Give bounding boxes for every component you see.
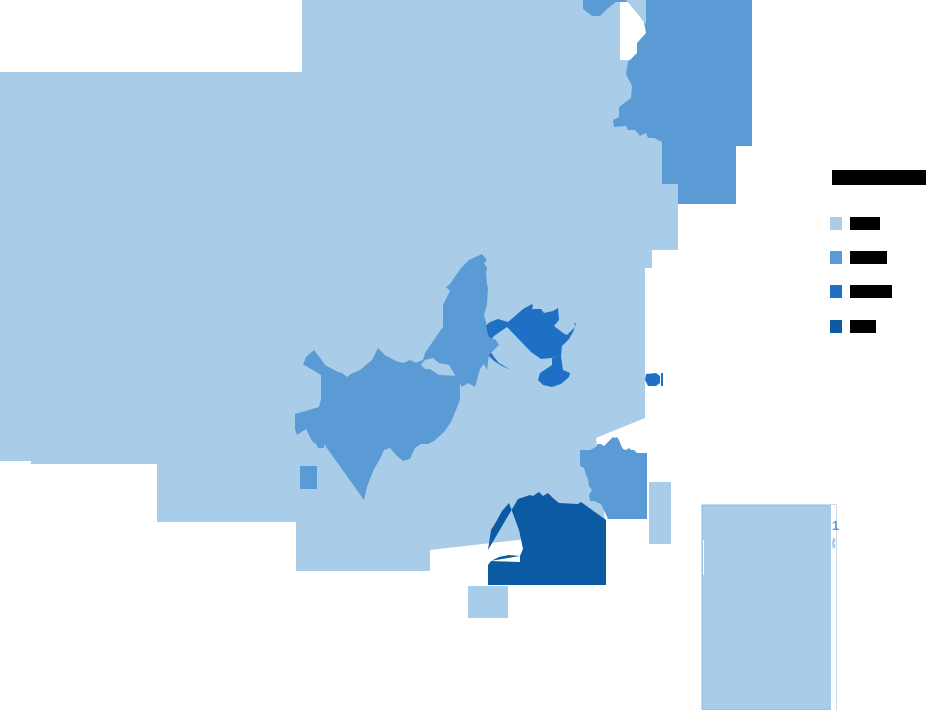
svg-text:1: 1	[832, 518, 839, 533]
